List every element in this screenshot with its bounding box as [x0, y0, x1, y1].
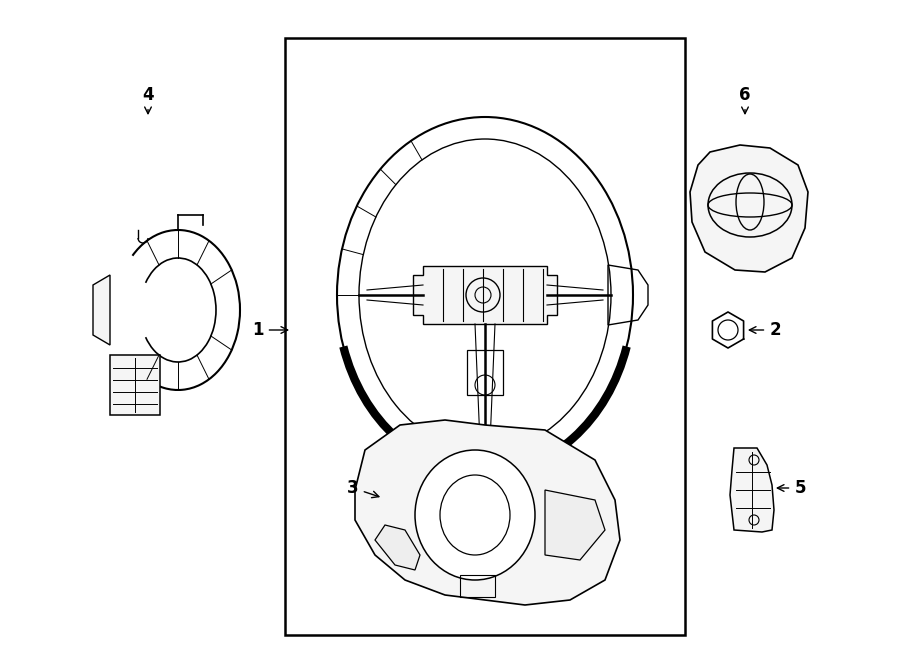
- Polygon shape: [413, 266, 557, 324]
- Bar: [460, 575, 495, 597]
- Polygon shape: [355, 420, 620, 605]
- Polygon shape: [730, 448, 774, 532]
- Text: 2: 2: [750, 321, 781, 339]
- Bar: [285, 38, 685, 635]
- Bar: [467, 350, 503, 395]
- Polygon shape: [375, 525, 420, 570]
- Polygon shape: [110, 355, 160, 415]
- Polygon shape: [93, 275, 110, 345]
- Text: 3: 3: [347, 479, 379, 498]
- Text: 1: 1: [252, 321, 288, 339]
- Polygon shape: [690, 145, 808, 272]
- Text: 5: 5: [778, 479, 806, 497]
- Text: 6: 6: [739, 86, 751, 114]
- Text: 4: 4: [142, 86, 154, 114]
- Polygon shape: [545, 490, 605, 560]
- Ellipse shape: [415, 450, 535, 580]
